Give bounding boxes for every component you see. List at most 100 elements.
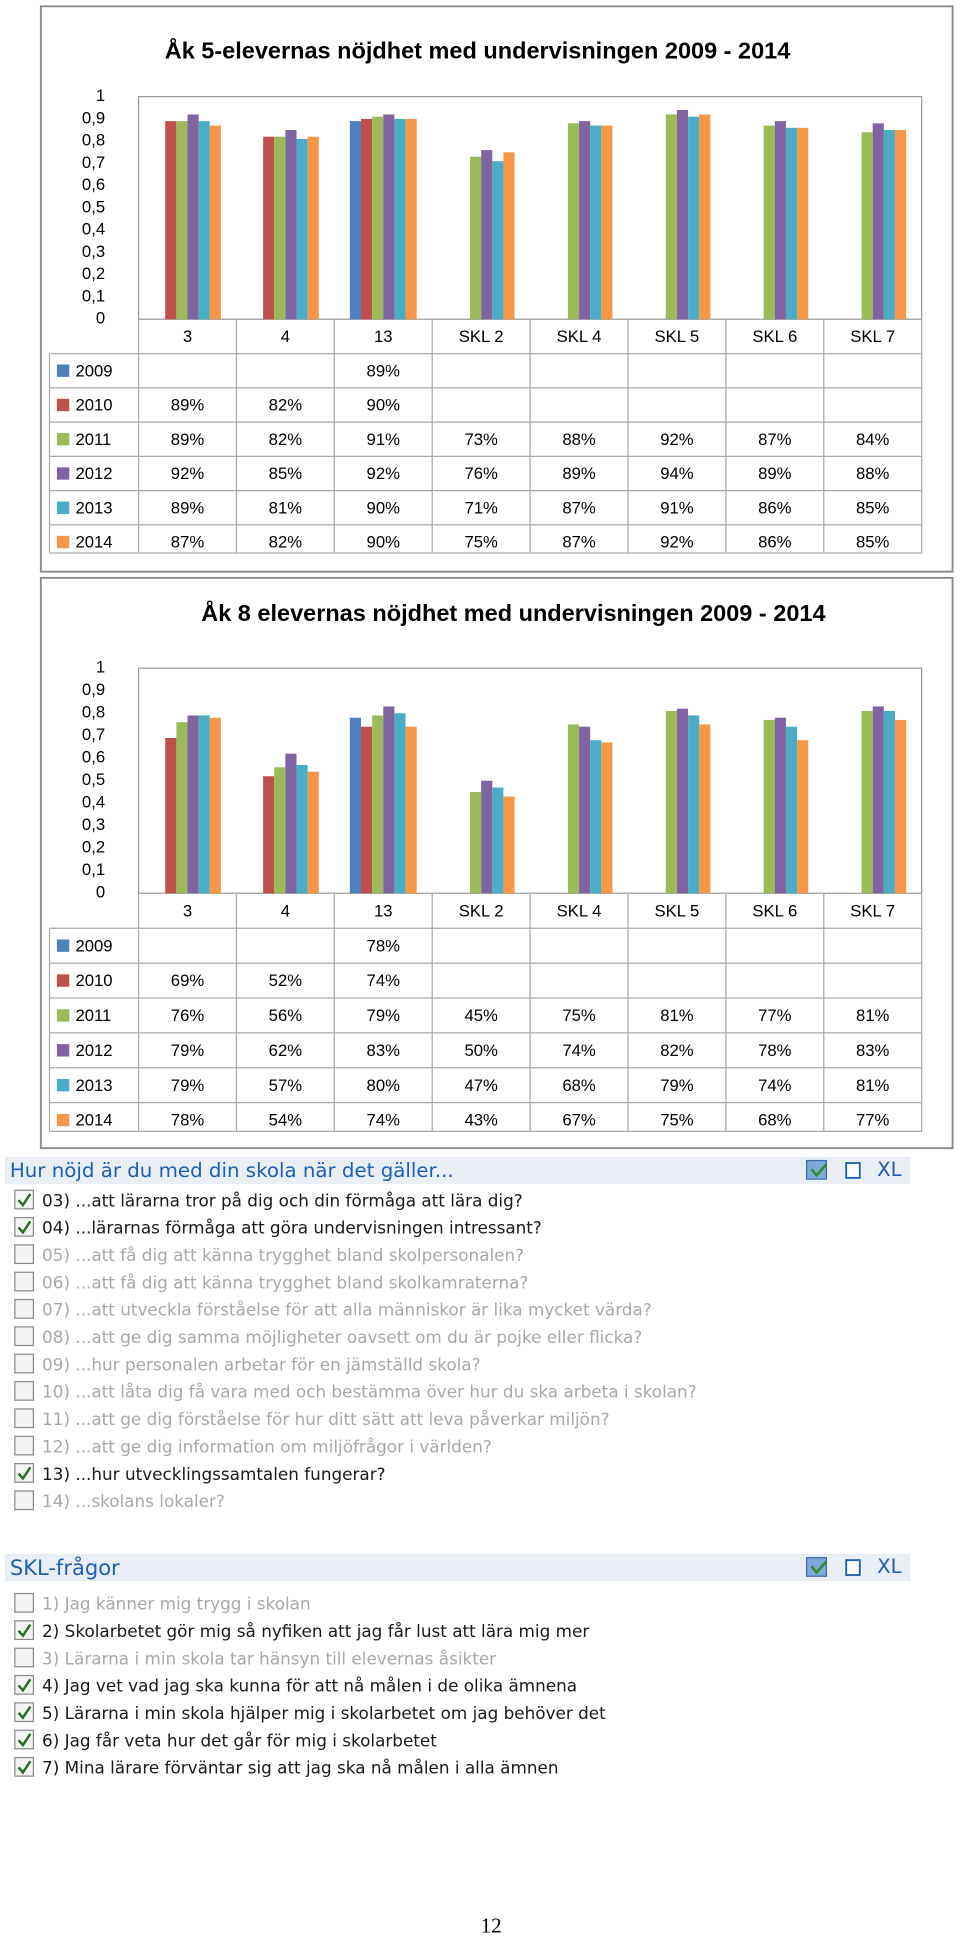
bar — [883, 130, 895, 320]
data-label: 73% — [464, 430, 498, 449]
y-tick-label: 1 — [96, 86, 105, 105]
bar — [263, 776, 275, 894]
bar — [481, 150, 493, 320]
bar — [285, 130, 297, 320]
y-tick-label: 0,6 — [82, 175, 105, 194]
export-label: XL — [877, 1555, 902, 1578]
data-label: 85% — [856, 498, 890, 517]
x-tick-label: SKL 7 — [850, 901, 895, 920]
data-label: 82% — [269, 430, 303, 449]
data-label: 92% — [660, 430, 694, 449]
x-tick-label: 4 — [281, 327, 290, 346]
legend-swatch — [56, 939, 70, 952]
y-tick-label: 0,6 — [82, 748, 105, 767]
data-label: 78% — [171, 1111, 205, 1130]
panel-title: Hur nöjd är du med din skola när det gäl… — [10, 1159, 454, 1182]
check-mark — [17, 1760, 32, 1775]
data-label: 82% — [660, 1041, 694, 1060]
x-tick-label: 4 — [281, 901, 290, 920]
legend-label: 2010 — [75, 396, 112, 415]
data-label: 74% — [562, 1041, 596, 1060]
y-tick-label: 0,5 — [82, 770, 105, 789]
checkbox — [14, 1189, 35, 1210]
checkbox — [14, 1380, 35, 1401]
y-tick-label: 0,4 — [82, 793, 105, 812]
checklist-item: 6) Jag får veta hur det går för mig i sk… — [42, 1730, 437, 1750]
panel-bg — [4, 1581, 911, 1783]
data-label: 79% — [171, 1041, 205, 1060]
x-tick-label: 3 — [183, 327, 192, 346]
y-tick-label: 0,7 — [82, 153, 105, 172]
data-label: 74% — [367, 1111, 401, 1130]
checklist-item: 11) ...att ge dig förståelse för hur dit… — [42, 1409, 609, 1429]
legend-label: 2009 — [75, 361, 112, 380]
data-label: 92% — [660, 533, 694, 552]
checklist-item: 03) ...att lärarna tror på dig och din f… — [42, 1190, 523, 1210]
chart-title: Åk 5-elevernas nöjdhet med undervisninge… — [165, 36, 791, 63]
y-tick-label: 0,9 — [82, 680, 105, 699]
data-label: 81% — [856, 1076, 890, 1095]
data-label: 91% — [660, 498, 694, 517]
bar — [883, 710, 895, 894]
bar — [285, 753, 297, 894]
y-tick-label: 0,3 — [82, 815, 105, 834]
bar — [492, 161, 504, 320]
page-number: 12 — [481, 1913, 502, 1937]
data-label: 74% — [758, 1076, 792, 1095]
data-label: 82% — [269, 533, 303, 552]
checklist-item: 3) Lärarna i min skola tar hänsyn till e… — [42, 1648, 496, 1668]
bar — [665, 710, 677, 894]
bar — [665, 114, 677, 320]
legend-swatch — [56, 974, 70, 987]
check-mark — [17, 1705, 32, 1720]
bar — [274, 136, 286, 320]
bar — [187, 715, 199, 894]
bar — [165, 737, 177, 894]
data-label: 89% — [171, 498, 205, 517]
data-label: 75% — [464, 533, 498, 552]
x-tick-label: 3 — [183, 901, 192, 920]
export-icon — [810, 1560, 828, 1575]
x-tick-label: SKL 6 — [752, 901, 797, 920]
y-tick-label: 0,2 — [82, 838, 105, 857]
legend-label: 2009 — [75, 936, 112, 955]
data-label: 86% — [758, 498, 792, 517]
data-label: 88% — [562, 430, 596, 449]
data-label: 52% — [269, 971, 303, 990]
checkbox — [14, 1216, 35, 1237]
checkbox — [14, 1756, 35, 1777]
y-tick-label: 0,5 — [82, 197, 105, 216]
data-label: 94% — [660, 464, 694, 483]
legend-label: 2014 — [75, 533, 112, 552]
legend-swatch — [56, 1113, 70, 1127]
bar — [209, 125, 221, 320]
bar — [601, 742, 613, 894]
data-label: 90% — [367, 498, 401, 517]
checklist-item: 14) ...skolans lokaler? — [42, 1491, 225, 1511]
export-icon — [805, 1557, 828, 1577]
data-label: 82% — [269, 396, 303, 415]
legend-label: 2010 — [75, 971, 112, 990]
legend-swatch — [56, 1079, 70, 1092]
checklist-item: 7) Mina lärare förväntar sig att jag ska… — [42, 1758, 558, 1778]
checklist-item: 07) ...att utveckla förståelse för att a… — [42, 1300, 652, 1320]
data-label: 76% — [171, 1006, 205, 1025]
bar — [503, 152, 515, 320]
bar — [872, 706, 884, 894]
data-label: 78% — [758, 1041, 792, 1060]
export-icon — [810, 1163, 828, 1178]
x-tick-label: SKL 2 — [459, 901, 504, 920]
data-label: 77% — [758, 1006, 792, 1025]
bar — [307, 771, 319, 894]
checkbox — [14, 1463, 35, 1483]
checklist-item: 5) Lärarna i min skola hjälper mig i sko… — [42, 1703, 606, 1723]
bar — [503, 796, 515, 894]
legend-swatch — [56, 364, 70, 377]
print-icon — [845, 1162, 861, 1179]
x-tick-label: SKL 5 — [655, 901, 700, 920]
data-label: 89% — [171, 430, 205, 449]
bar — [676, 109, 689, 320]
x-tick-label: SKL 4 — [557, 901, 602, 920]
bar — [699, 114, 711, 320]
